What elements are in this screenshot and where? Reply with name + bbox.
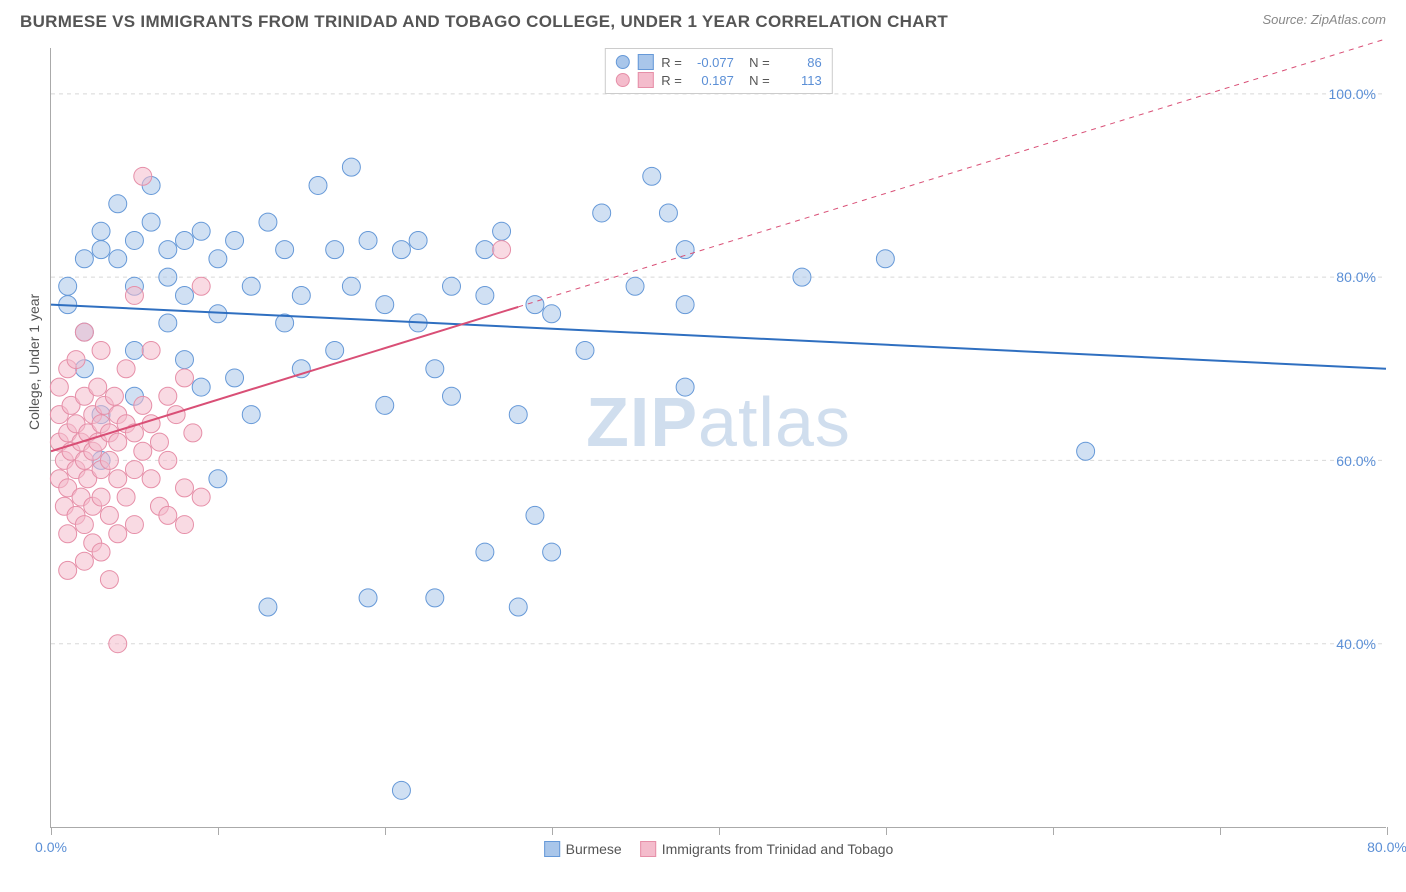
y-axis-label: College, Under 1 year [26, 294, 42, 430]
y-tick-label: 100.0% [1329, 86, 1376, 102]
y-tick-label: 80.0% [1336, 269, 1376, 285]
correlation-legend: R = -0.077 N = 86 R = 0.187 N = 113 [604, 48, 832, 94]
series-legend: Burmese Immigrants from Trinidad and Tob… [544, 841, 894, 857]
legend-marker-circle [615, 55, 629, 69]
legend-label: Immigrants from Trinidad and Tobago [662, 841, 894, 857]
r-value: -0.077 [690, 55, 734, 70]
n-value: 86 [778, 55, 822, 70]
x-tick-label: 0.0% [35, 839, 67, 855]
scatter-plot-svg [51, 48, 1386, 827]
legend-swatch [637, 72, 653, 88]
r-value: 0.187 [690, 73, 734, 88]
n-label: N = [742, 55, 770, 70]
legend-swatch [637, 54, 653, 70]
legend-label: Burmese [566, 841, 622, 857]
n-value: 113 [778, 73, 822, 88]
chart-title: BURMESE VS IMMIGRANTS FROM TRINIDAD AND … [20, 12, 948, 32]
x-tick-label: 80.0% [1367, 839, 1406, 855]
legend-row-series-1: R = -0.077 N = 86 [615, 53, 821, 71]
source-attribution: Source: ZipAtlas.com [1262, 12, 1386, 27]
r-label: R = [661, 73, 682, 88]
legend-item: Burmese [544, 841, 622, 857]
legend-item: Immigrants from Trinidad and Tobago [640, 841, 894, 857]
n-label: N = [742, 73, 770, 88]
y-tick-label: 40.0% [1336, 636, 1376, 652]
legend-swatch [544, 841, 560, 857]
legend-row-series-2: R = 0.187 N = 113 [615, 71, 821, 89]
legend-marker-circle [615, 73, 629, 87]
chart-plot-area: ZIPatlas R = -0.077 N = 86 R = 0.187 N =… [50, 48, 1386, 828]
legend-swatch [640, 841, 656, 857]
y-tick-label: 60.0% [1336, 453, 1376, 469]
r-label: R = [661, 55, 682, 70]
